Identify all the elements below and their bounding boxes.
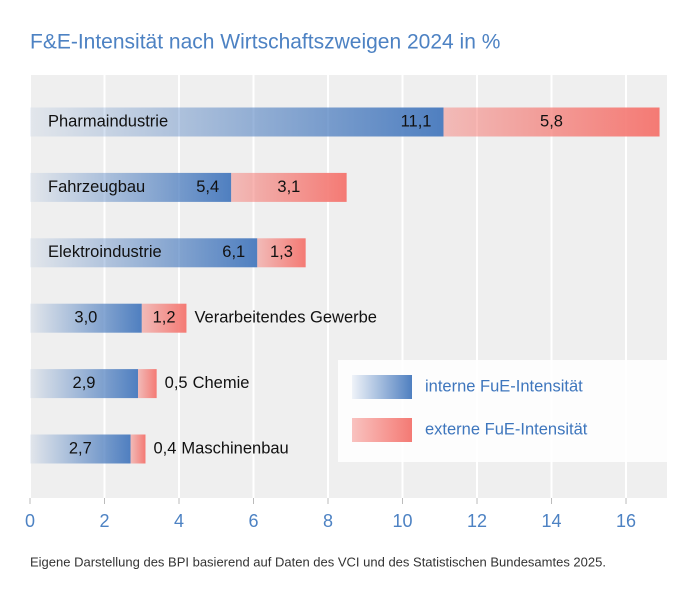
x-tick-label: 16 [616, 511, 636, 531]
x-tick-label: 2 [99, 511, 109, 531]
x-tick-label: 0 [25, 511, 35, 531]
bar-segment [257, 238, 306, 268]
category-label: Pharmaindustrie [48, 112, 168, 130]
bar-segment [138, 369, 157, 399]
category-label: Chemie [193, 374, 250, 392]
source-note: Eigene Darstellung des BPI basierend auf… [30, 554, 606, 569]
value-label: 5,4 [196, 178, 219, 196]
x-tick-label: 10 [392, 511, 412, 531]
value-label: 11,1 [401, 112, 432, 130]
legend-swatch [352, 375, 412, 399]
value-label: 2,9 [73, 374, 96, 392]
x-tick-label: 14 [542, 511, 562, 531]
value-label: 6,1 [222, 243, 245, 261]
value-label: 3,0 [74, 309, 97, 327]
legend-label: interne FuE-Intensität [425, 377, 583, 395]
value-label: 1,3 [270, 243, 293, 261]
value-label: 0,5 [165, 374, 188, 392]
x-tick-label: 8 [323, 511, 333, 531]
value-label: 5,8 [540, 112, 563, 130]
bar-segment [231, 172, 347, 202]
x-tick-label: 6 [249, 511, 259, 531]
category-label: Fahrzeugbau [48, 178, 145, 196]
bar-segment [443, 107, 660, 137]
x-tick-label: 12 [467, 511, 487, 531]
value-label: 0,4 [153, 439, 176, 457]
value-label: 1,2 [153, 309, 176, 327]
bar-segment [30, 172, 232, 202]
legend-swatch [352, 418, 412, 442]
bar-segment [30, 238, 258, 268]
value-label: 2,7 [69, 439, 92, 457]
category-label: Maschinenbau [181, 439, 288, 457]
bar-segment [130, 434, 146, 464]
category-label: Verarbeitendes Gewerbe [194, 309, 377, 327]
bar-segment [30, 434, 131, 464]
bar-segment [30, 107, 444, 137]
legend-label: externe FuE-Intensität [425, 420, 588, 438]
category-label: Elektroindustrie [48, 243, 162, 261]
bar-segment [141, 303, 187, 333]
bar-segment [30, 303, 142, 333]
x-tick-label: 4 [174, 511, 184, 531]
value-label: 3,1 [277, 178, 300, 196]
bar-segment [30, 369, 139, 399]
chart-title: F&E-Intensität nach Wirtschaftszweigen 2… [30, 31, 500, 54]
